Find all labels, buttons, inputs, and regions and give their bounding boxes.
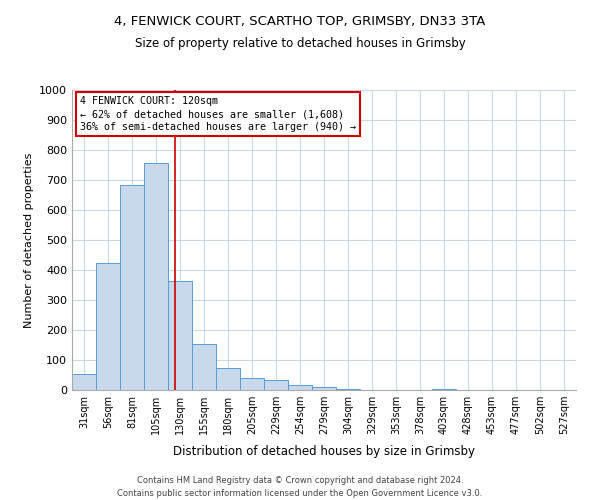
Bar	[96, 264, 120, 390]
Y-axis label: Number of detached properties: Number of detached properties	[23, 152, 34, 328]
Bar	[288, 384, 312, 390]
Bar	[72, 374, 96, 390]
Bar	[216, 368, 240, 390]
Bar	[264, 380, 288, 390]
Text: Contains HM Land Registry data © Crown copyright and database right 2024.
Contai: Contains HM Land Registry data © Crown c…	[118, 476, 482, 498]
X-axis label: Distribution of detached houses by size in Grimsby: Distribution of detached houses by size …	[173, 446, 475, 458]
Bar	[120, 185, 144, 390]
Bar	[336, 388, 360, 390]
Bar	[144, 163, 168, 390]
Text: 4 FENWICK COURT: 120sqm
← 62% of detached houses are smaller (1,608)
36% of semi: 4 FENWICK COURT: 120sqm ← 62% of detache…	[80, 96, 356, 132]
Text: Size of property relative to detached houses in Grimsby: Size of property relative to detached ho…	[134, 38, 466, 51]
Bar	[432, 388, 456, 390]
Bar	[168, 281, 192, 390]
Bar	[240, 378, 264, 390]
Bar	[312, 387, 336, 390]
Text: 4, FENWICK COURT, SCARTHO TOP, GRIMSBY, DN33 3TA: 4, FENWICK COURT, SCARTHO TOP, GRIMSBY, …	[115, 15, 485, 28]
Bar	[192, 344, 216, 390]
